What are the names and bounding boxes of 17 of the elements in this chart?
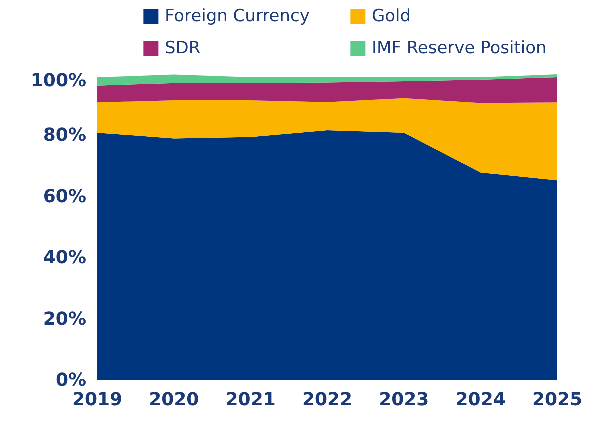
x-tick-label: 2021 <box>226 390 276 410</box>
y-tick-label: 100% <box>30 70 86 92</box>
legend-label: SDR <box>164 38 201 58</box>
legend-label: Foreign Currency <box>164 6 310 26</box>
x-tick-label: 2024 <box>456 390 506 410</box>
x-tick-label: 2020 <box>149 390 200 410</box>
y-tick-label: 80% <box>43 125 87 146</box>
x-tick-label: 2022 <box>302 390 353 410</box>
y-tick-label: 60% <box>43 186 87 208</box>
y-tick-label: 0% <box>56 370 87 391</box>
legend-label: IMF Reserve Position <box>372 38 547 58</box>
x-tick-label: 2023 <box>379 390 430 410</box>
y-tick-label: 20% <box>43 308 87 330</box>
y-tick-label: 40% <box>43 248 87 269</box>
x-tick-label: 2019 <box>72 390 123 410</box>
x-tick-label: 2025 <box>532 390 583 410</box>
legend-label: Gold <box>372 6 412 26</box>
